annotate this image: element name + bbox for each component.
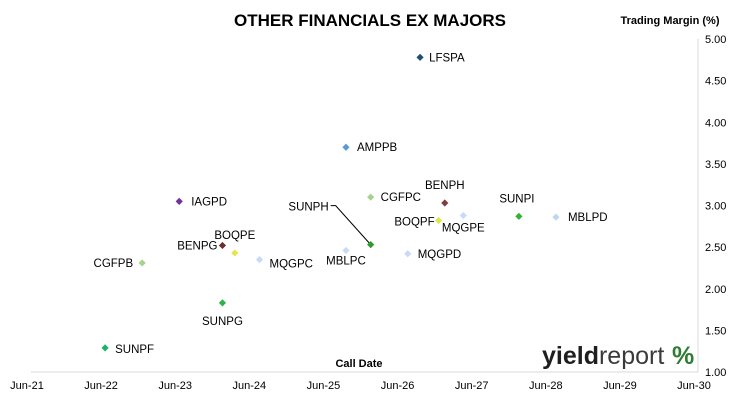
label-amppb: AMPPB: [357, 142, 398, 154]
label-mblpc: MBLPC: [326, 255, 366, 267]
x-tick-label: Jun-22: [84, 380, 118, 392]
x-tick-label: Jun-28: [529, 380, 563, 392]
label-mqgpd: MQGPD: [418, 249, 461, 261]
x-tick-label: Jun-24: [233, 380, 267, 392]
y-axis-label: Trading Margin (%): [621, 15, 720, 27]
point-mblpd: [552, 213, 560, 221]
point-mqgpe: [459, 211, 467, 220]
label-sunph: SUNPH: [288, 202, 328, 214]
y-tick-label: 5.00: [705, 34, 726, 46]
point-boqpf: [435, 216, 443, 225]
label-mqgpe: MQGPE: [442, 222, 485, 234]
label-mblpd: MBLPD: [568, 212, 608, 224]
label-benph: BENPH: [425, 180, 465, 192]
label-mqgpc: MQGPC: [270, 259, 313, 271]
x-tick-label: Jun-26: [381, 380, 415, 392]
point-iagpd: [175, 197, 183, 205]
x-tick-label: Jun-30: [677, 380, 711, 392]
logo-percent-icon: %: [672, 342, 694, 370]
label-benpg: BENPG: [177, 240, 217, 252]
y-tick-labels: 1.00 1.50 2.00 2.50 3.00 3.50 4.00 4.50 5.00: [705, 34, 726, 379]
logo-text-light: report: [599, 342, 664, 370]
label-sunpg: SUNPG: [202, 316, 243, 328]
point-benpg: [218, 241, 227, 250]
point-sunpg: [218, 299, 227, 307]
point-mqgpd: [404, 250, 412, 258]
x-tick-label: Jun-29: [603, 380, 637, 392]
point-cgfpc: [367, 193, 375, 201]
point-lfspa: [416, 53, 424, 61]
point-benph: [441, 199, 449, 207]
label-sunpf: SUNPF: [115, 344, 154, 356]
y-tick-label: 2.50: [705, 242, 726, 254]
point-cgfpb: [138, 259, 146, 267]
point-sunph: [367, 241, 375, 249]
label-iagpd: IAGPD: [191, 196, 227, 208]
y-tick-label: 2.00: [705, 284, 726, 296]
point-boqpe: [231, 249, 239, 257]
yieldreport-logo: yieldreport %: [542, 342, 694, 370]
point-mblpc: [342, 246, 350, 255]
point-sunpf: [101, 344, 109, 352]
point-mqgpc: [255, 256, 264, 264]
chart-title: OTHER FINANCIALS EX MAJORS: [234, 11, 506, 30]
label-cgfpb: CGFPB: [94, 258, 134, 270]
data-points: [101, 53, 560, 352]
y-tick-label: 1.50: [705, 325, 726, 337]
point-sunpi: [515, 212, 523, 220]
x-tick-label: Jun-27: [455, 380, 489, 392]
logo-text-bold: yield: [542, 342, 599, 370]
label-boqpf: BOQPF: [394, 216, 434, 228]
y-tick-label: 4.50: [705, 76, 726, 88]
x-tick-labels: Jun-21 Jun-22 Jun-23 Jun-24 Jun-25 Jun-26 Jun-…: [10, 380, 711, 392]
label-cgfpc: CGFPC: [381, 192, 421, 204]
point-amppb: [342, 143, 350, 151]
leader-line-sunph: [330, 205, 372, 245]
data-labels: LFSPA AMPPB IAGPD CGFPC BENPH SUNPI MBLPD MQGPE…: [94, 52, 608, 356]
x-tick-label: Jun-25: [307, 380, 341, 392]
y-tick-label: 3.50: [705, 159, 726, 171]
x-tick-label: Jun-21: [10, 380, 44, 392]
label-lfspa: LFSPA: [429, 52, 465, 64]
leader-lines: [330, 205, 372, 245]
label-boqpe: BOQPE: [214, 230, 255, 242]
y-tick-label: 4.00: [705, 117, 726, 129]
x-tick-label: Jun-23: [158, 380, 192, 392]
svg-text:yieldreport: yieldreport: [542, 342, 664, 370]
y-tick-label: 1.00: [705, 367, 726, 379]
label-sunpi: SUNPI: [499, 193, 534, 205]
y-tick-label: 3.00: [705, 201, 726, 213]
x-axis-label: Call Date: [335, 358, 382, 370]
